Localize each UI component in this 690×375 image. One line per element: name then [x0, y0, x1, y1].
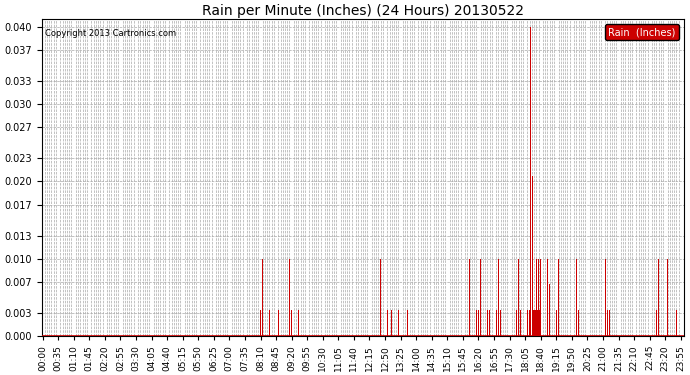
Text: Copyright 2013 Cartronics.com: Copyright 2013 Cartronics.com	[45, 29, 176, 38]
Title: Rain per Minute (Inches) (24 Hours) 20130522: Rain per Minute (Inches) (24 Hours) 2013…	[201, 4, 524, 18]
Legend: Rain  (Inches): Rain (Inches)	[606, 24, 679, 40]
